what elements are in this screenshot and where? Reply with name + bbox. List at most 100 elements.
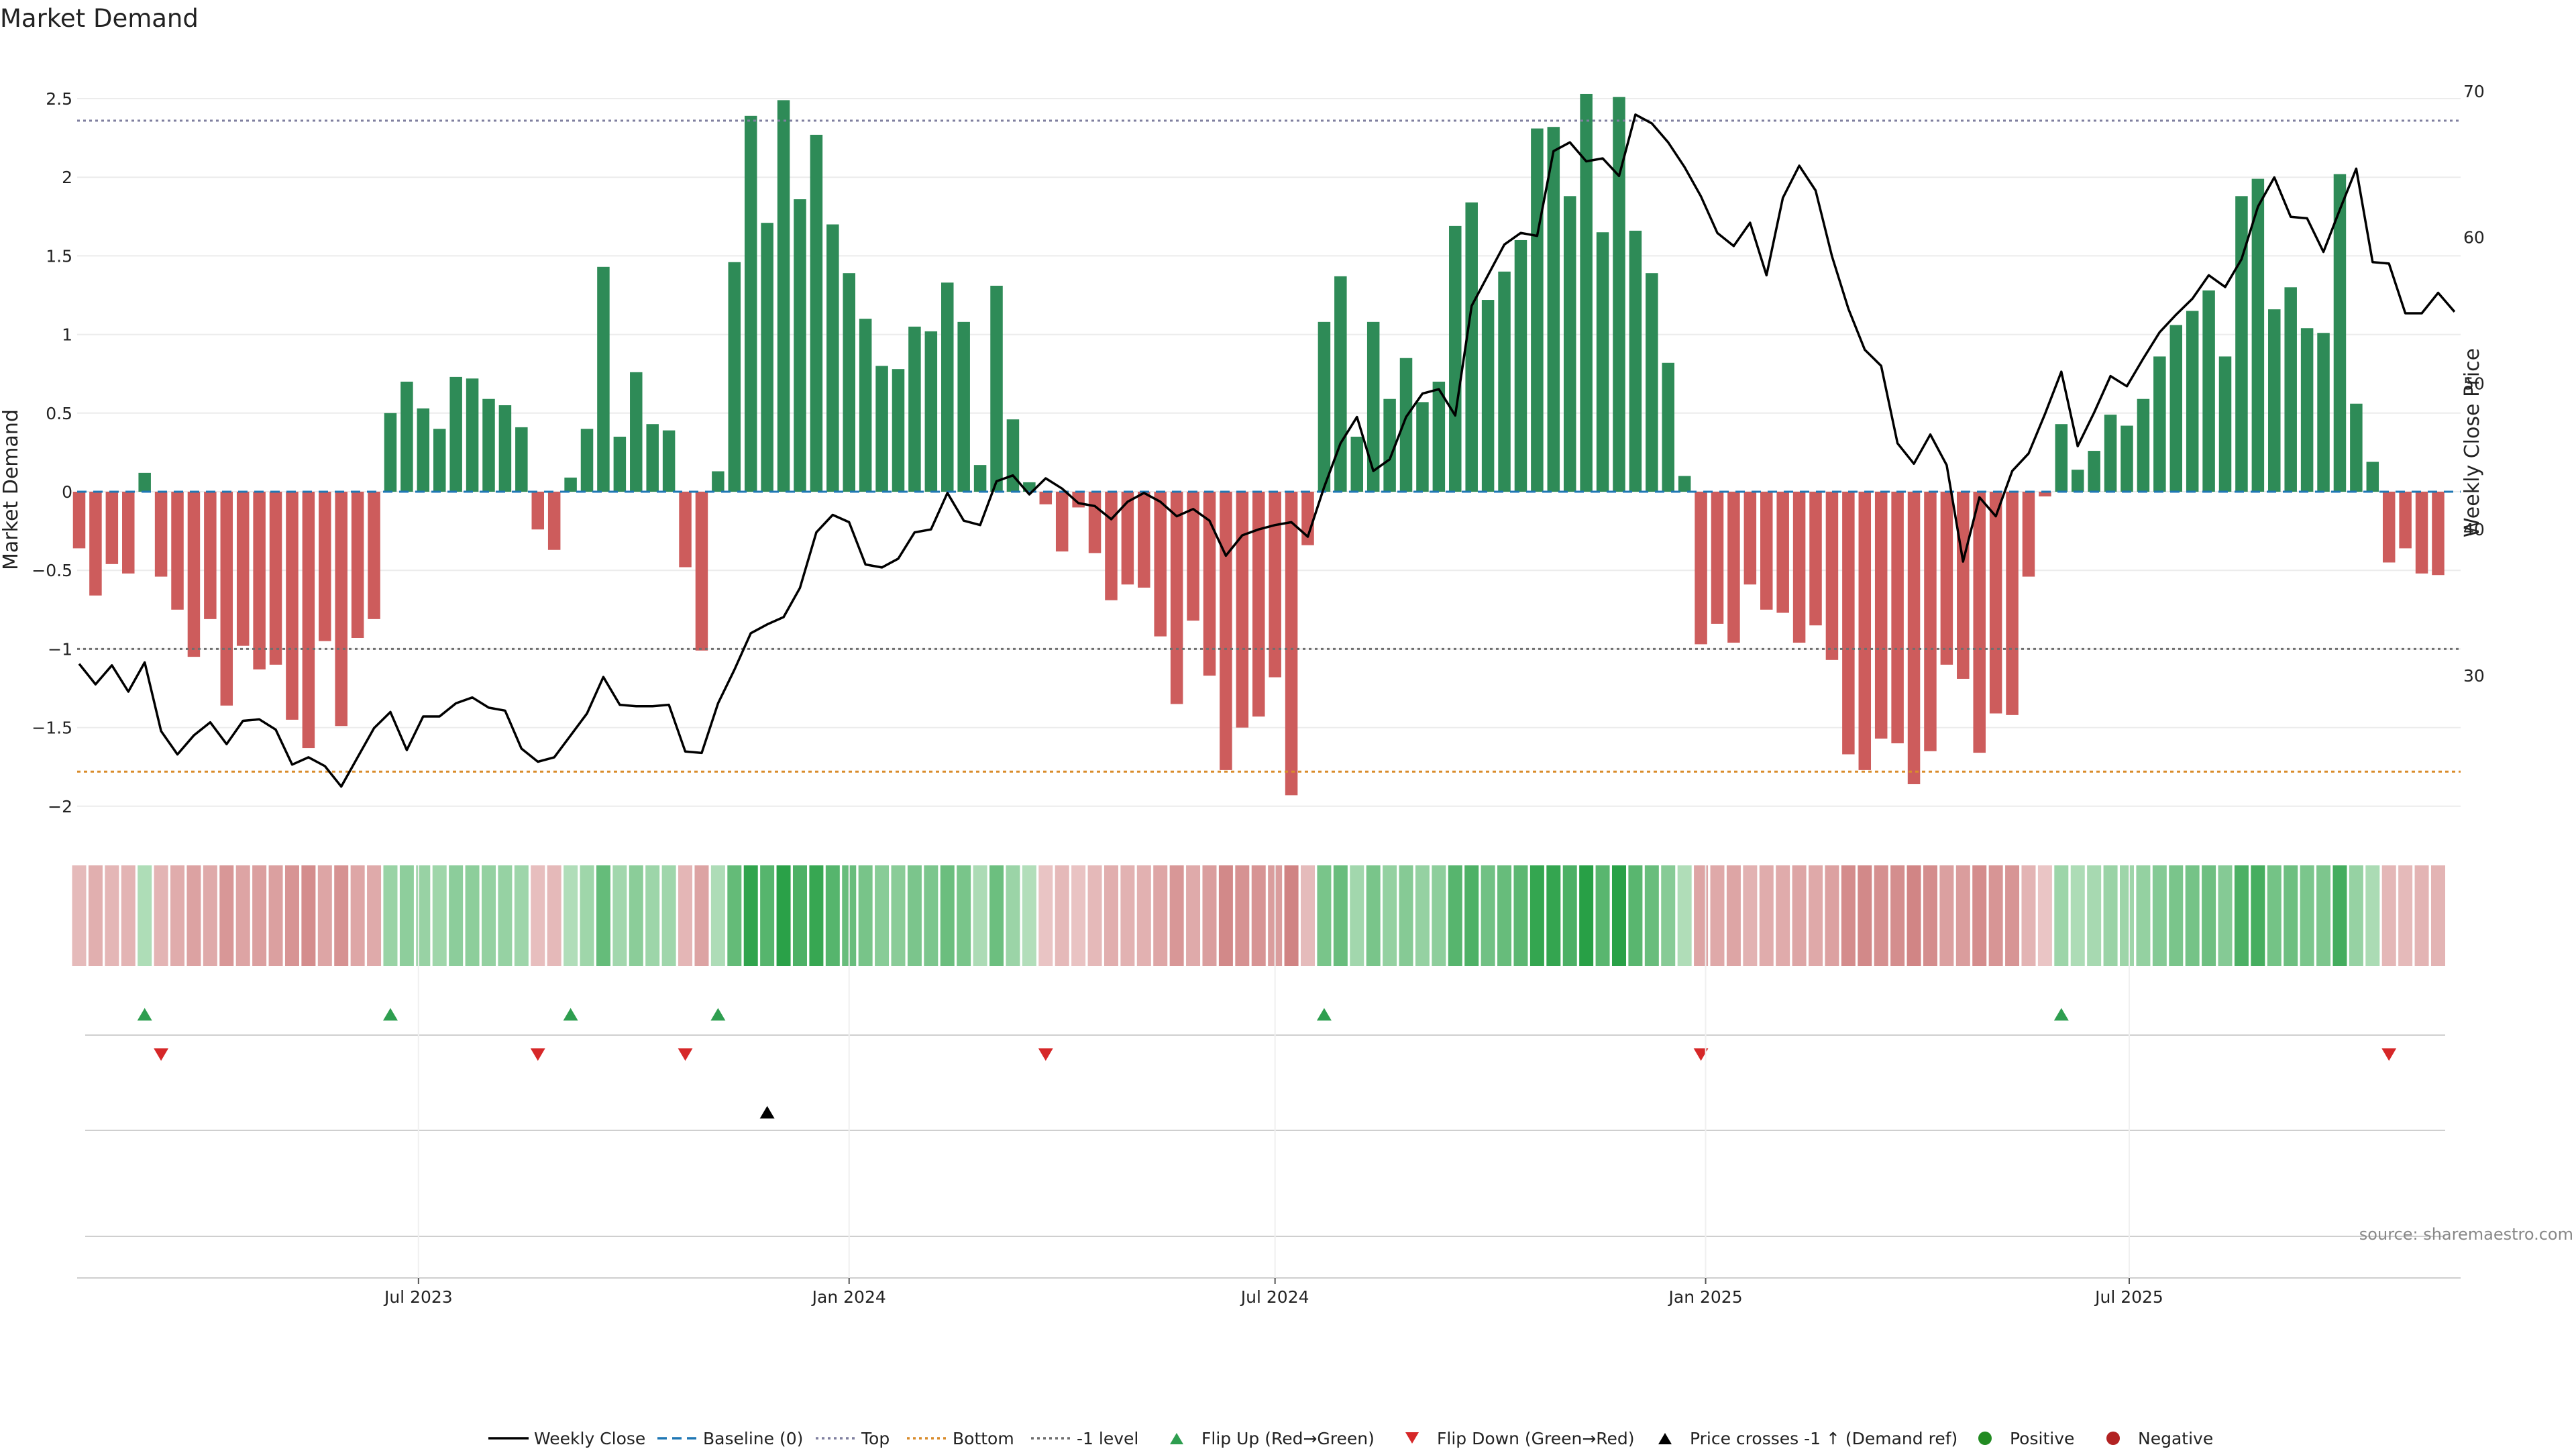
heat-cell: [2349, 865, 2363, 966]
demand-bar: [1792, 492, 1806, 643]
chart-title: Market Demand: [0, 4, 199, 33]
heat-cell: [1383, 865, 1397, 966]
y-tick-label-left: −0.5: [32, 561, 72, 580]
demand-bar: [1432, 381, 1446, 492]
heat-cell: [1202, 865, 1217, 966]
heat-cell: [547, 865, 561, 966]
demand-bar: [990, 285, 1003, 492]
demand-bar: [728, 262, 741, 492]
demand-bar: [1170, 492, 1183, 704]
demand-bar: [2121, 425, 2133, 492]
demand-bar: [1203, 492, 1216, 676]
demand-bar: [1039, 492, 1053, 504]
demand-bar: [744, 115, 757, 492]
heat-cell: [1120, 865, 1135, 966]
legend-item: Flip Up (Red→Green): [1170, 1429, 1375, 1448]
y-tick-label-right: 30: [2463, 666, 2485, 686]
heat-cell: [252, 865, 267, 966]
demand-bar: [1727, 492, 1740, 643]
heat-cell: [694, 865, 709, 966]
heat-cell: [1546, 865, 1561, 966]
demand-bar: [646, 424, 659, 492]
weekly-close-series: [78, 113, 2456, 788]
demand-bar: [1809, 492, 1822, 626]
demand-bar: [1399, 358, 1413, 492]
heat-cell: [2267, 865, 2282, 966]
demand-bar: [2039, 492, 2051, 497]
heat-cell: [2332, 865, 2347, 966]
demand-bar: [154, 492, 168, 577]
demand-bar: [319, 492, 331, 641]
legend-label: Weekly Close: [534, 1429, 645, 1448]
demand-bar: [875, 366, 888, 492]
flip-down-marker: [2381, 1048, 2397, 1061]
heat-cell: [760, 865, 775, 966]
demand-bar: [2202, 290, 2215, 492]
heat-cell: [2021, 865, 2036, 966]
heat-cell: [2202, 865, 2216, 966]
heat-cell: [875, 865, 890, 966]
y-tick-label-left: 0.5: [46, 404, 72, 423]
heat-cell: [1006, 865, 1020, 966]
heat-cell: [2414, 865, 2429, 966]
flip-down-marker: [154, 1048, 169, 1061]
heat-cell: [743, 865, 758, 966]
heat-cell: [1153, 865, 1168, 966]
demand-bar: [892, 369, 905, 492]
heat-cell: [2152, 865, 2167, 966]
demand-bar: [1481, 300, 1495, 492]
heat-cell: [1136, 865, 1151, 966]
heat-cell: [1792, 865, 1807, 966]
demand-bar: [2284, 287, 2297, 492]
heat-cell: [1611, 865, 1626, 966]
demand-bar: [1154, 492, 1167, 637]
demand-bar: [72, 492, 86, 549]
demand-bar: [2382, 492, 2396, 563]
demand-bar: [220, 492, 233, 706]
demand-bar: [286, 492, 299, 720]
heat-cell: [1104, 865, 1118, 966]
y-tick-label-left: −1: [48, 639, 72, 659]
heat-cell: [2054, 865, 2069, 966]
heat-cell: [1415, 865, 1430, 966]
y-tick-label-left: −2: [48, 797, 72, 816]
demand-bar: [1907, 492, 1921, 784]
heat-cell: [1350, 865, 1364, 966]
heat-cell: [1858, 865, 1872, 966]
heat-cell: [1071, 865, 1086, 966]
heat-cell: [2365, 865, 2380, 966]
heat-cell: [825, 865, 840, 966]
demand-bar: [531, 492, 545, 530]
heat-cell: [498, 865, 513, 966]
y-tick-label-left: 2: [62, 168, 72, 187]
demand-bar: [859, 319, 872, 492]
demand-bar: [1187, 492, 1199, 621]
heat-cell: [957, 865, 971, 966]
demand-bar: [1285, 492, 1298, 796]
heat-cell: [2037, 865, 2052, 966]
heat-cell: [154, 865, 168, 966]
demand-bar: [2366, 462, 2379, 492]
demand-bars: [72, 93, 2445, 796]
heat-cell: [629, 865, 643, 966]
heat-cell: [678, 865, 693, 966]
demand-bar: [826, 224, 839, 492]
demand-bar: [1531, 128, 1544, 492]
heat-cell: [1677, 865, 1692, 966]
heat-cell: [1743, 865, 1758, 966]
demand-bar: [1580, 93, 1593, 492]
demand-bar: [2268, 309, 2281, 492]
heat-cell: [2087, 865, 2102, 966]
heat-cell: [2381, 865, 2396, 966]
heat-cell: [989, 865, 1004, 966]
heat-cell: [1907, 865, 1921, 966]
heat-cell: [1022, 865, 1036, 966]
heat-cell: [1890, 865, 1905, 966]
heat-cell: [1481, 865, 1495, 966]
heat-cell: [2398, 865, 2413, 966]
y-tick-label-left: 0: [62, 482, 72, 502]
heat-cell: [2136, 865, 2151, 966]
y-tick-label-right: 50: [2463, 374, 2485, 393]
legend-item: Flip Down (Green→Red): [1405, 1429, 1635, 1448]
flip-up-marker: [137, 1008, 152, 1021]
